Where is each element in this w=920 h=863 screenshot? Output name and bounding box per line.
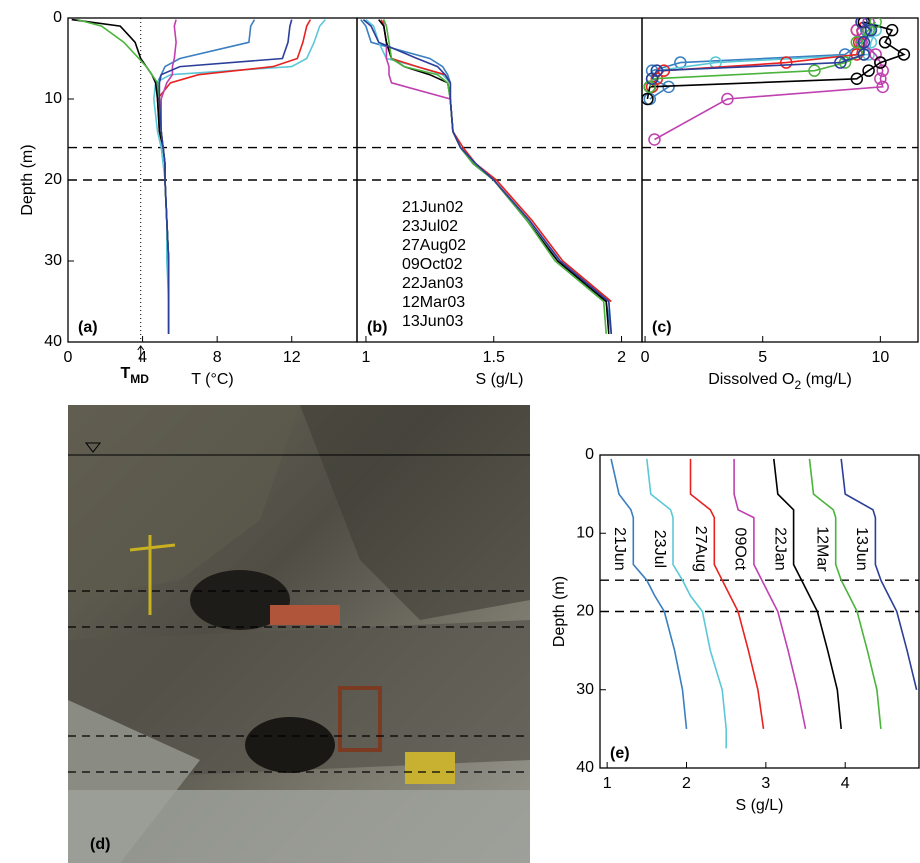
x-axis-label: T (°C)	[191, 371, 234, 388]
series-label: 27Aug	[692, 526, 709, 572]
y-tick-label: 0	[53, 9, 62, 26]
x-tick-label: 0	[64, 349, 73, 366]
profile-line	[611, 459, 686, 729]
panel-label: (d)	[90, 836, 110, 853]
y-tick-label: 20	[44, 171, 62, 188]
x-tick-label: 4	[841, 775, 850, 792]
y-tick-label: 40	[44, 333, 62, 350]
legend-entry: 12Mar03	[402, 294, 465, 311]
y-axis-label: Depth (m)	[551, 576, 568, 647]
x-tick-label: 3	[761, 775, 770, 792]
y-tick-label: 10	[44, 90, 62, 107]
series-group	[611, 459, 917, 749]
y-tick-label: 40	[576, 759, 594, 776]
series-label: 09Oct	[732, 528, 749, 571]
legend-entry: 13Jun03	[402, 313, 463, 330]
panel-label: (e)	[610, 745, 630, 762]
x-label-tail: (mg/L)	[801, 371, 852, 388]
x-tick-label: 8	[213, 349, 222, 366]
profile-line	[361, 20, 612, 334]
y-tick-label: 0	[585, 446, 594, 463]
x-axis-label: Dissolved O2 (mg/L)	[708, 371, 852, 392]
x-tick-label: 4	[138, 349, 147, 366]
x-label-text: S (g/L)	[735, 797, 783, 814]
x-axis-label: S (g/L)	[735, 797, 783, 814]
series-label: 13Jun	[853, 527, 870, 571]
x-tick-label: 2	[617, 349, 626, 366]
legend-entry: 21Jun02	[402, 199, 463, 216]
x-tick-label: 0	[641, 349, 650, 366]
profile-line	[774, 459, 841, 729]
profile-line	[691, 459, 764, 729]
y-axis-label: Depth (m)	[19, 144, 36, 215]
y-tick-label: 10	[576, 524, 594, 541]
x-tick-label: 1.5	[483, 349, 505, 366]
x-tick-label: 1	[361, 349, 370, 366]
x-tick-label: 2	[682, 775, 691, 792]
panel-label: (c)	[652, 319, 672, 336]
series-label: 23Jul	[651, 530, 668, 568]
x-tick-label: 5	[758, 349, 767, 366]
profile-line	[734, 459, 805, 729]
profile-line	[363, 20, 611, 334]
profile-line	[810, 459, 881, 729]
profile-line	[72, 20, 169, 334]
profile-line	[652, 22, 871, 79]
x-label-text: S (g/L)	[475, 371, 523, 388]
x-label-text: Dissolved O	[708, 371, 794, 388]
legend-entry: 09Oct02	[402, 256, 463, 273]
profile-line	[841, 459, 916, 690]
series-group	[72, 20, 326, 334]
tmd-symbol: T	[120, 365, 130, 382]
series-label: 12Mar	[813, 526, 830, 572]
series-group	[361, 20, 612, 334]
profile-line	[655, 22, 883, 139]
y-tick-label: 30	[44, 252, 62, 269]
x-tick-label: 10	[871, 349, 889, 366]
series-label: 22Jan	[771, 527, 788, 571]
x-label-text: T (°C)	[191, 371, 234, 388]
photo: (d)	[68, 405, 530, 863]
tmd-sub: MD	[130, 372, 149, 386]
x-axis-label: S (g/L)	[475, 371, 523, 388]
legend-entry: 27Aug02	[402, 237, 466, 254]
data-point	[649, 134, 660, 145]
x-tick-label: 1	[603, 775, 612, 792]
series-group	[642, 17, 909, 145]
legend-entry: 22Jan03	[402, 275, 463, 292]
profile-line	[77, 20, 168, 334]
y-tick-label: 20	[576, 603, 594, 620]
y-tick-label: 30	[576, 681, 594, 698]
series-label: 21Jun	[611, 527, 628, 571]
panel-label: (b)	[367, 319, 387, 336]
panel-label: (a)	[78, 319, 98, 336]
x-tick-label: 12	[283, 349, 301, 366]
tmd-label: TMD	[120, 365, 149, 386]
figure: (d) 04812010203040Depth (m)T (°C)TMD(a)1…	[0, 0, 920, 863]
legend-entry: 23Jul02	[402, 218, 458, 235]
